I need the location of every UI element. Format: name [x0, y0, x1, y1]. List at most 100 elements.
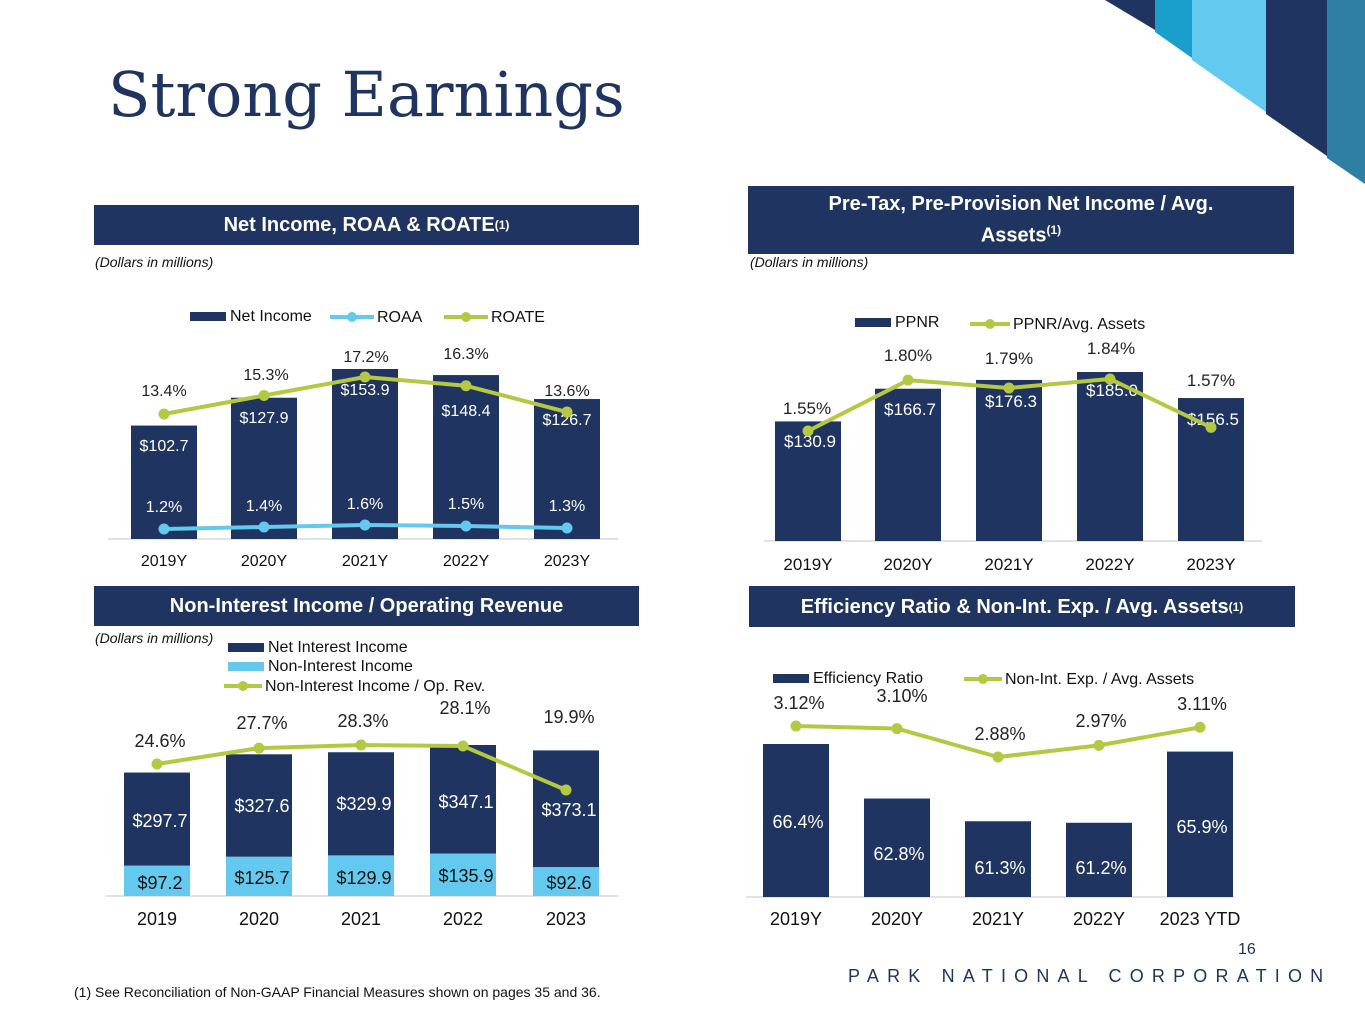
data-label-net-income: $127.9: [240, 410, 289, 427]
data-label-non-interest-ratio: 28.1%: [439, 698, 490, 718]
legend-efficiency-ratio-swatch: [773, 674, 809, 683]
data-label-roate: 13.6%: [544, 383, 589, 400]
bar-net-interest-income: [124, 772, 190, 866]
legend-ppnr-avg-assets-swatch-dot: [985, 319, 995, 329]
bar-net-interest-income: [533, 750, 599, 868]
x-tick-label: 2020Y: [883, 555, 932, 574]
data-label-non-interest-income: $97.2: [137, 873, 182, 893]
x-tick-label: 2019Y: [770, 909, 822, 929]
x-tick-label: 2022Y: [1073, 909, 1125, 929]
data-label-non-interest-income: $125.7: [234, 868, 289, 888]
line-non-interest-ratio-point: [457, 740, 469, 752]
legend-non-interest-income-swatch: [228, 662, 264, 671]
line-roaa-point: [561, 522, 573, 534]
line-ppnr-avg-assets-point: [802, 425, 814, 437]
x-tick-label: 2021Y: [972, 909, 1024, 929]
line-non-interest-ratio-point: [355, 739, 367, 751]
panel-title: Non-Interest Income / Operating Revenue: [169, 595, 564, 617]
data-label-roaa: 1.2%: [146, 499, 182, 516]
legend-non-interest-ratio-label: Non-Interest Income / Op. Rev.: [265, 678, 485, 695]
x-tick-label: 2019Y: [783, 555, 832, 574]
data-label-ppnr-ratio: 1.84%: [1087, 339, 1135, 358]
data-label-ppnr: $130.9: [784, 432, 836, 451]
data-label-non-interest-ratio: 28.3%: [337, 711, 388, 731]
panel-header-efficiency: Efficiency Ratio & Non-Int. Exp. / Avg. …: [749, 586, 1295, 627]
data-label-net-interest-income: $373.1: [541, 800, 596, 820]
data-label-efficiency-ratio: 66.4%: [772, 812, 823, 832]
bar-net-interest-income: [226, 754, 292, 857]
data-label-net-interest-income: $347.1: [438, 792, 493, 812]
bar-efficiency-ratio: [1066, 822, 1132, 897]
x-tick-label: 2021Y: [342, 553, 389, 570]
line-ppnr-avg-assets-point: [1003, 382, 1015, 394]
x-tick-label: 2022: [443, 909, 483, 929]
legend-ppnr-label: PPNR: [895, 314, 939, 331]
legend-roate-swatch-dot: [461, 312, 471, 322]
company-name: PARK NATIONAL CORPORATION: [848, 966, 1332, 986]
line-non-interest-ratio-point: [560, 784, 572, 796]
x-tick-label: 2021Y: [984, 555, 1033, 574]
stripe-navy-1: [1105, 0, 1155, 30]
data-label-ppnr-ratio: 1.80%: [884, 346, 932, 365]
panel-title: Net Income, ROAA & ROATE: [223, 214, 495, 236]
x-tick-label: 2019Y: [141, 553, 188, 570]
panel-header-non-interest: Non-Interest Income / Operating Revenue: [94, 586, 639, 626]
bar-non-interest-income: [124, 865, 190, 896]
line-roaa-point: [359, 519, 371, 531]
footnote-ref: (1): [1228, 599, 1244, 614]
line-non-int-exp-ratio-point: [790, 720, 802, 732]
bar-net-income: [433, 375, 499, 539]
data-label-roate: 17.2%: [343, 349, 388, 366]
stripe-light-blue: [1192, 0, 1266, 112]
legend-ppnr-swatch: [855, 318, 891, 327]
line-roate-point: [158, 408, 170, 420]
data-label-non-interest-ratio: 19.9%: [543, 707, 594, 727]
legend-non-interest-income-label: Non-Interest Income: [268, 658, 413, 675]
x-tick-label: 2021: [341, 909, 381, 929]
bar-efficiency-ratio: [864, 798, 930, 897]
data-label-non-interest-ratio: 24.6%: [134, 731, 185, 751]
x-tick-label: 2022Y: [1085, 555, 1134, 574]
bar-ppnr: [1178, 398, 1244, 541]
x-tick-label: 2023Y: [1186, 555, 1235, 574]
footnote-ref: (1): [1046, 223, 1062, 238]
data-label-efficiency-ratio: 61.3%: [974, 858, 1025, 878]
line-roaa-point: [460, 520, 472, 532]
panel-title: Efficiency Ratio & Non-Int. Exp. / Avg. …: [800, 595, 1229, 618]
x-tick-label: 2020Y: [241, 553, 288, 570]
line-non-interest-ratio-point: [151, 758, 163, 770]
panel-header-ppnr: Pre-Tax, Pre-Provision Net Income / Avg.…: [748, 186, 1294, 254]
data-label-non-interest-income: $135.9: [438, 866, 493, 886]
legend-non-int-exp-ratio-label: Non-Int. Exp. / Avg. Assets: [1005, 671, 1194, 688]
data-label-roaa: 1.5%: [448, 496, 484, 513]
page-number: 16: [1238, 941, 1256, 958]
data-label-non-int-exp-ratio: 3.11%: [1177, 694, 1227, 714]
data-label-roate: 13.4%: [141, 383, 186, 400]
legend-roaa-label: ROAA: [377, 309, 423, 326]
bar-net-income: [131, 425, 197, 539]
panel-title: Pre-Tax, Pre-Provision Net Income / Avg.…: [828, 193, 1214, 247]
bar-non-interest-income: [430, 853, 496, 896]
line-non-int-exp-ratio-point: [992, 751, 1004, 763]
legend-net-interest-income-swatch: [228, 643, 264, 652]
bar-net-interest-income: [328, 752, 394, 856]
data-label-non-interest-ratio: 27.7%: [236, 713, 287, 733]
x-tick-label: 2023Y: [544, 553, 591, 570]
line-roaa-point: [258, 521, 270, 533]
line-roate-point: [460, 380, 472, 392]
data-label-net-interest-income: $329.9: [336, 794, 391, 814]
bar-efficiency-ratio: [965, 821, 1031, 897]
data-label-net-income: $102.7: [140, 438, 189, 455]
line-non-int-exp-ratio-point: [1093, 739, 1105, 751]
bar-net-income: [231, 397, 297, 539]
data-label-roaa: 1.6%: [347, 496, 383, 513]
bar-efficiency-ratio: [763, 744, 829, 897]
corner-stripes-decoration: [1105, 0, 1365, 184]
data-label-net-interest-income: $297.7: [132, 811, 187, 831]
x-tick-label: 2020Y: [871, 909, 923, 929]
units-note: (Dollars in millions): [95, 630, 214, 646]
bar-ppnr: [775, 421, 841, 541]
bar-non-interest-income: [533, 867, 599, 896]
data-label-net-income: $148.4: [442, 403, 491, 420]
